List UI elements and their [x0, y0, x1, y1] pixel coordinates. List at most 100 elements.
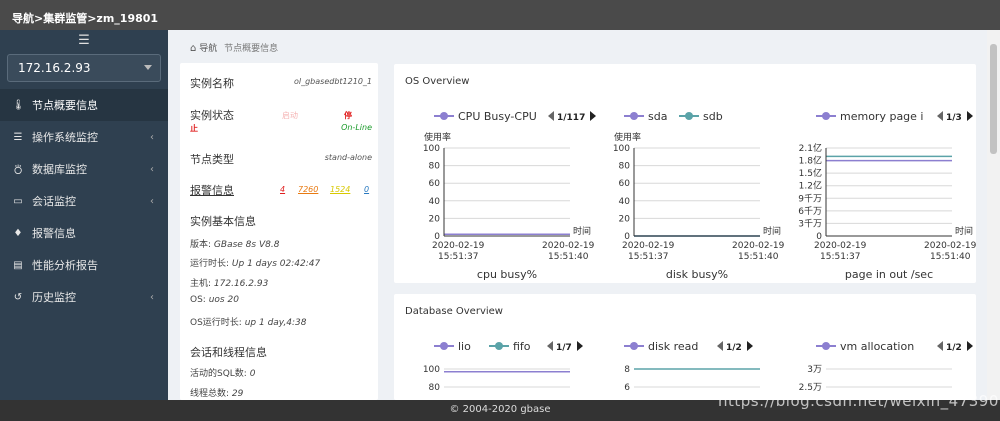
x-axis-label: 时间 — [573, 225, 591, 237]
sidebar-item-db-monitor[interactable]: ⛣ 数据库监控 ‹ — [0, 153, 168, 185]
sidebar-item-session-monitor[interactable]: ▭ 会话监控 ‹ — [0, 185, 168, 217]
bell-icon: ♦ — [13, 227, 23, 239]
sidebar-item-label: 报警信息 — [32, 227, 76, 240]
host-value: 172.16.2.93 — [213, 279, 269, 289]
x-tick-time: 15:51:37 — [438, 252, 478, 262]
legend-next-icon — [590, 111, 596, 121]
version-label: 版本: — [190, 240, 212, 250]
sidebar-item-perf-report[interactable]: ▤ 性能分析报告 — [0, 249, 168, 281]
legend-swatch-dot — [685, 112, 693, 120]
sidebar-nav: 🌡 节点概要信息 ☰ 操作系统监控 ‹ ⛣ 数据库监控 ‹ ▭ 会话监控 ‹ ♦… — [0, 89, 168, 313]
chart-svg: disk read 1/2 8 6 — [624, 340, 760, 393]
sidebar-item-label: 节点概要信息 — [32, 99, 98, 112]
alarm-count-info[interactable]: 0 — [364, 185, 370, 194]
y-tick-label: 1.8亿 — [799, 155, 822, 167]
legend-page: 1/3 — [946, 113, 962, 123]
disk-busy-chart: sda sdb 使用率 100 80 60 40 20 0 时间 2020-02-19 15:51:3… — [594, 104, 785, 282]
uptime-value: Up 1 days 02:42:47 — [231, 259, 321, 269]
basic-info-title: 实例基本信息 — [190, 215, 256, 228]
y-tick-label: 2.1亿 — [799, 142, 822, 154]
lio-chart: lio fifo 1/7 100 80 — [404, 334, 594, 400]
sidebar-item-label: 历史监控 — [32, 291, 76, 304]
breadcrumb-home[interactable]: 导航 — [199, 44, 218, 54]
y-tick-label: 60 — [619, 179, 631, 189]
sidebar-item-history[interactable]: ↺ 历史监控 ‹ — [0, 281, 168, 313]
vertical-scrollbar[interactable] — [987, 30, 1000, 400]
book-icon: ▤ — [13, 259, 23, 271]
os-line: OS: uos 20 — [190, 295, 239, 305]
legend-swatch-dot — [495, 342, 503, 350]
legend-item: disk read — [648, 340, 698, 353]
footer-text: © 2004-2020 gbase — [449, 404, 551, 415]
y-tick-label: 40 — [429, 197, 441, 207]
legend-next-icon — [967, 341, 973, 351]
node-ip-select[interactable]: 172.16.2.93 — [7, 54, 161, 82]
y-tick-label: 1.5亿 — [799, 167, 822, 179]
status-start-link[interactable]: 启动 — [282, 111, 298, 120]
hamburger-icon[interactable]: ☰ — [78, 33, 90, 48]
breadcrumb: ⌂ 导航 节点概要信息 — [190, 41, 278, 54]
y-tick-label: 2.5万 — [799, 383, 822, 393]
y-tick-label: 6千万 — [798, 206, 822, 217]
chevron-left-icon: ‹ — [150, 195, 154, 207]
legend-swatch-dot — [822, 112, 830, 120]
sidebar-item-node-summary[interactable]: 🌡 节点概要信息 — [0, 89, 168, 121]
x-tick-time: 15:51:40 — [548, 252, 589, 262]
y-tick-label: 80 — [619, 162, 631, 172]
y-axis-label: 使用率 — [424, 131, 451, 143]
history-icon: ↺ — [13, 291, 23, 303]
legend-page: 1/2 — [726, 343, 742, 353]
legend-next-icon — [577, 341, 583, 351]
sidebar-item-alarms[interactable]: ♦ 报警信息 — [0, 217, 168, 249]
legend-item: memory page i — [840, 110, 923, 123]
x-tick-date: 2020-02-19 — [432, 241, 485, 251]
disk-read-chart: disk read 1/2 8 6 — [594, 334, 784, 400]
x-axis-label: 时间 — [763, 225, 781, 237]
y-tick-label: 0 — [434, 232, 440, 242]
y-tick-label: 100 — [423, 144, 440, 154]
db-overview-card: Database Overview lio fifo 1/7 100 80 disk r… — [394, 294, 976, 400]
instance-status-label: 实例状态 — [190, 109, 234, 122]
y-tick-label: 0 — [624, 232, 630, 242]
x-tick-time: 15:51:40 — [738, 252, 779, 262]
alarm-count-major[interactable]: 7260 — [298, 185, 319, 194]
watermark-text: https://blog.csdn.net/weixin_47390342 — [718, 392, 1000, 410]
alarm-label[interactable]: 报警信息 — [190, 184, 234, 197]
x-tick-date: 2020-02-19 — [732, 241, 785, 251]
legend-item: fifo — [513, 340, 531, 353]
alarm-count-minor[interactable]: 1524 — [330, 185, 351, 194]
node-ip-value: 172.16.2.93 — [18, 61, 91, 75]
instance-status-row: 实例状态 启动 停 止 On-Line — [190, 107, 372, 135]
status-value: On-Line — [341, 123, 372, 132]
y-tick-label: 9千万 — [798, 193, 822, 204]
database-icon: ⛣ — [13, 164, 23, 176]
caret-down-icon — [144, 65, 152, 70]
y-tick-label: 6 — [624, 383, 630, 393]
os-uptime-line: OS运行时长: up 1 day,4:38 — [190, 315, 307, 328]
scrollbar-thumb[interactable] — [990, 44, 997, 154]
os-uptime-value: up 1 day,4:38 — [244, 318, 307, 328]
y-tick-label: 8 — [624, 365, 630, 375]
cpu-busy-chart: CPU Busy-CPU 1/117 使用率 100 80 60 40 20 0 时间 2020-0… — [404, 104, 596, 282]
alarm-row: 报警信息 4 7260 1524 0 — [190, 182, 372, 198]
chart-subtitle: disk busy% — [666, 268, 728, 281]
legend-swatch-dot — [822, 342, 830, 350]
os-overview-title: OS Overview — [405, 76, 470, 87]
x-tick-date: 2020-02-19 — [814, 241, 867, 251]
status-stop-link[interactable]: 停 — [344, 111, 352, 120]
active-sql-value: 0 — [249, 369, 256, 379]
server-icon: ☰ — [13, 131, 23, 143]
breadcrumb-current: 节点概要信息 — [224, 44, 279, 54]
top-bar: 导航>集群监管>zm_19801 — [0, 0, 1000, 30]
legend-swatch-dot — [440, 112, 448, 120]
status-stop-link-wrap[interactable]: 止 — [190, 124, 198, 133]
legend-next-icon — [747, 341, 753, 351]
uptime-line: 运行时长: Up 1 days 02:42:47 — [190, 256, 320, 269]
host-label: 主机: — [190, 279, 212, 289]
sidebar-item-os-monitor[interactable]: ☰ 操作系统监控 ‹ — [0, 121, 168, 153]
home-icon[interactable]: ⌂ — [190, 43, 197, 54]
vm-allocation-chart: vm allocation 1/2 3万 2.5万 — [786, 334, 976, 400]
alarm-count-critical[interactable]: 4 — [280, 185, 286, 194]
